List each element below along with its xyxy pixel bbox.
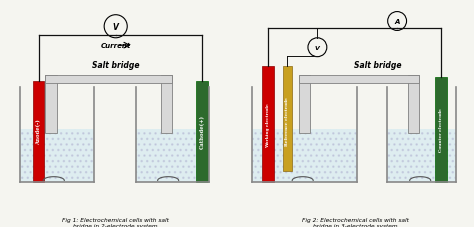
Text: Reference electrode: Reference electrode [285, 97, 290, 146]
Text: Counter electrode: Counter electrode [439, 108, 443, 151]
Bar [435, 77, 447, 182]
Bar [252, 129, 357, 182]
Bar [408, 75, 419, 134]
Text: Fig 2: Electrochemical cells with salt
bridge in 3-electrode system: Fig 2: Electrochemical cells with salt b… [302, 217, 409, 227]
Bar [136, 129, 209, 182]
Bar [299, 75, 419, 83]
Bar [46, 75, 173, 83]
Bar [197, 81, 208, 182]
Text: Current: Current [100, 43, 131, 49]
Bar [252, 129, 357, 182]
Bar [387, 129, 456, 182]
Bar [262, 67, 274, 182]
Text: V: V [113, 23, 118, 32]
Bar [20, 129, 94, 182]
Text: A: A [394, 19, 400, 25]
Text: Cathode(+): Cathode(+) [200, 115, 205, 148]
Text: Salt bridge: Salt bridge [92, 61, 139, 70]
Bar [136, 129, 209, 182]
Bar [46, 75, 57, 134]
Text: Working electrode: Working electrode [266, 103, 270, 148]
Bar [283, 67, 292, 171]
Bar [387, 129, 456, 182]
Text: Anode(-): Anode(-) [36, 119, 41, 144]
Text: Fig 1: Electrochemical cells with salt
bridge in 2-electrode system: Fig 1: Electrochemical cells with salt b… [62, 217, 169, 227]
Bar [33, 81, 45, 182]
Bar [20, 129, 94, 182]
Bar [299, 75, 310, 134]
Text: V: V [315, 46, 320, 50]
Bar [161, 75, 173, 134]
Text: Salt bridge: Salt bridge [355, 61, 402, 70]
